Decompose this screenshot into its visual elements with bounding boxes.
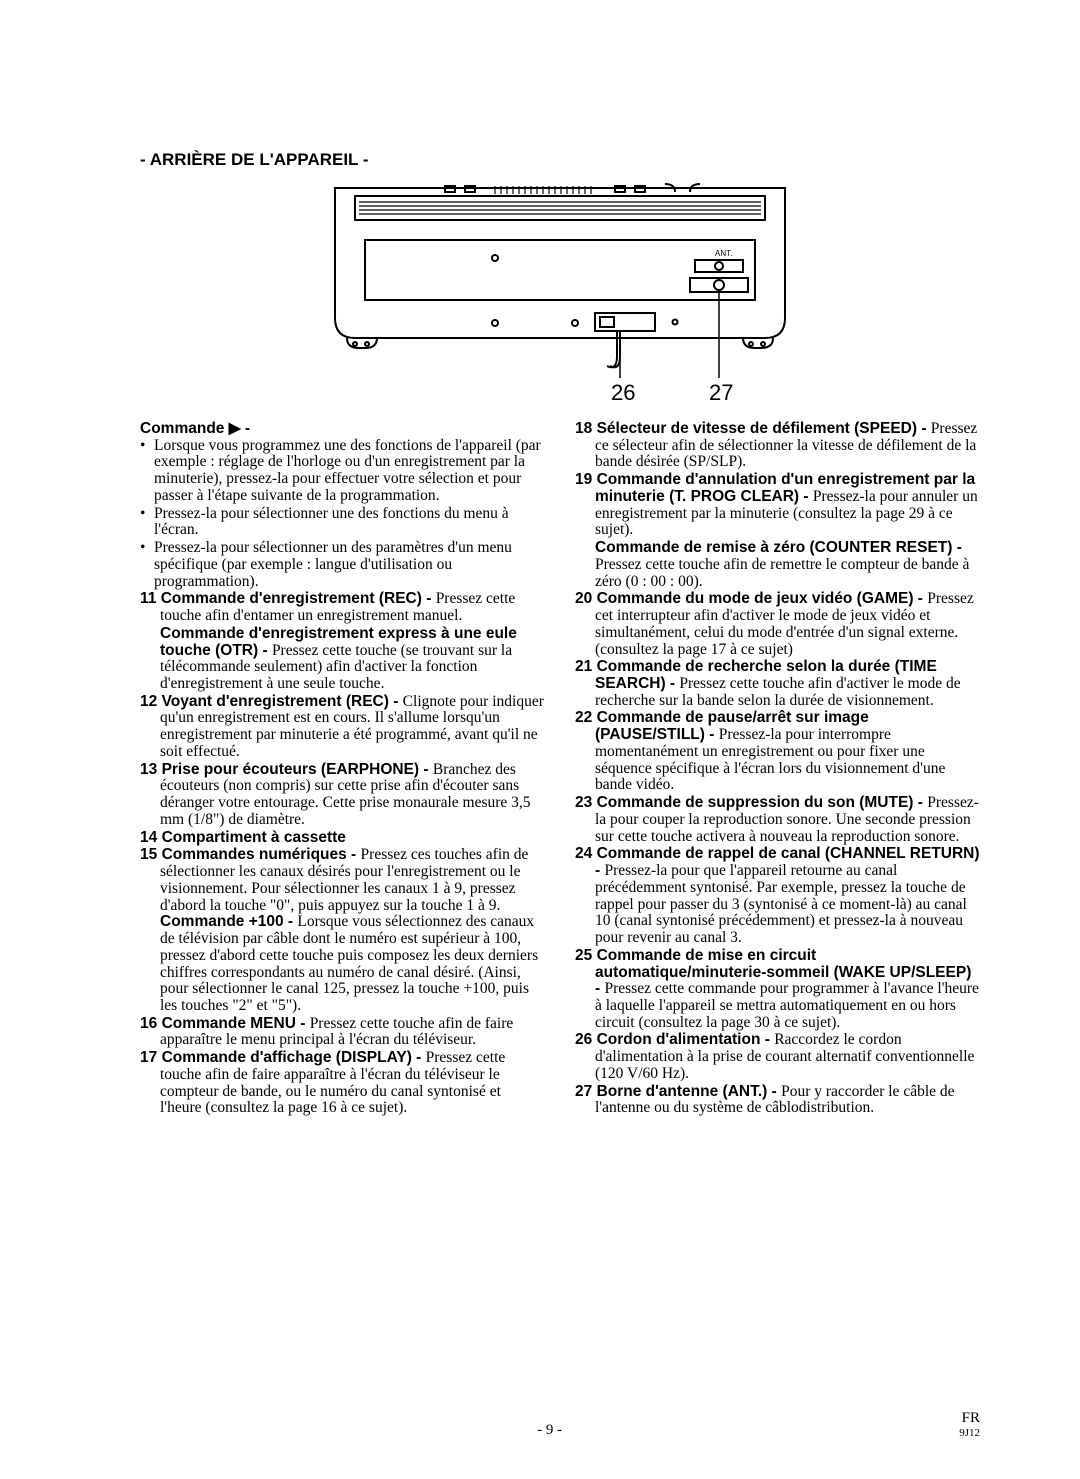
rear-diagram: ANT. 26 27 [140, 178, 980, 413]
numbered-list-right: 18 Sélecteur de vitesse de défilement (S… [575, 421, 980, 1117]
bullet-item: Lorsque vous programmez une des fonction… [140, 438, 545, 505]
svg-text:ANT.: ANT. [715, 249, 732, 258]
right-column: 18 Sélecteur de vitesse de défilement (S… [575, 421, 980, 1118]
numbered-list-left: 11 Commande d'enregistrement (REC) - Pre… [140, 591, 545, 1117]
left-column: Commande ▶ - Lorsque vous programmez une… [140, 421, 545, 1118]
page: - ARRIÈRE DE L'APPAREIL - [0, 0, 1080, 1479]
content-columns: Commande ▶ - Lorsque vous programmez une… [140, 421, 980, 1118]
bullet-item: Pressez-la pour sélectionner un des para… [140, 540, 545, 590]
doc-code: 9J12 [959, 1427, 980, 1439]
page-footer: - 9 - FR 9J12 [140, 1410, 980, 1439]
callout-26: 26 [611, 380, 635, 405]
bullet-item: Pressez-la pour sélectionner une des fon… [140, 506, 545, 539]
bullet-list: Lorsque vous programmez une des fonction… [140, 438, 545, 591]
section-title: - ARRIÈRE DE L'APPAREIL - [140, 150, 980, 170]
callout-27: 27 [709, 380, 733, 405]
sub-heading: Commande ▶ - [140, 420, 250, 437]
page-number: - 9 - [537, 1422, 562, 1439]
lang-code: FR [962, 1410, 980, 1426]
